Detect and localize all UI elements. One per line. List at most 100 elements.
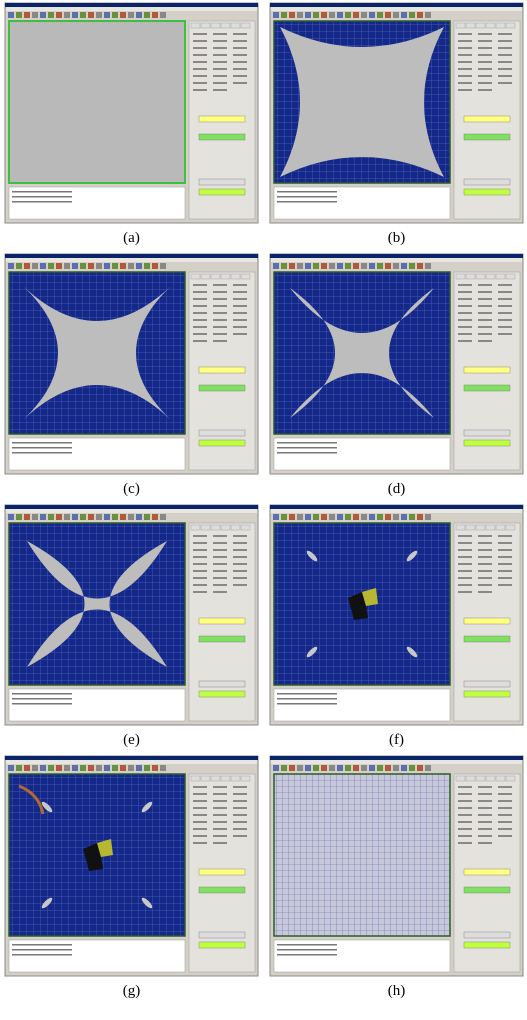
text-line (478, 54, 492, 56)
text-line (458, 33, 472, 35)
text-line (193, 298, 207, 300)
text-line (458, 591, 472, 593)
text-line (213, 82, 227, 84)
tool-icon (136, 12, 142, 18)
tool-icon (393, 12, 399, 18)
tool-icon (112, 12, 118, 18)
log-line (277, 949, 337, 951)
text-line (458, 807, 472, 809)
tool-icon (401, 12, 407, 18)
tab (240, 273, 251, 280)
text-line (193, 305, 207, 307)
text-line (213, 549, 227, 551)
tool-icon (56, 263, 62, 269)
text-line (213, 821, 227, 823)
text-line (478, 591, 492, 593)
tool-icon (88, 12, 94, 18)
tab (495, 524, 506, 531)
tool-icon (313, 765, 319, 771)
tool-icon (273, 263, 279, 269)
tool-icon (160, 514, 166, 520)
tool-icon (361, 263, 367, 269)
text-line (478, 800, 492, 802)
text-line (478, 577, 492, 579)
tab (485, 775, 496, 782)
text-line (233, 312, 247, 314)
text-line (213, 40, 227, 42)
text-line (478, 793, 492, 795)
text-line (213, 800, 227, 802)
tool-icon (88, 514, 94, 520)
text-line (458, 284, 472, 286)
text-line (193, 828, 207, 830)
tab (475, 22, 486, 29)
text-line (213, 61, 227, 63)
text-line (193, 82, 207, 84)
tool-icon (353, 765, 359, 771)
tool-icon (305, 263, 311, 269)
tab (230, 775, 241, 782)
tab (495, 273, 506, 280)
text-line (498, 793, 512, 795)
text-line (498, 542, 512, 544)
tool-icon (72, 514, 78, 520)
text-line (193, 284, 207, 286)
text-line (193, 584, 207, 586)
text-line (498, 54, 512, 56)
tab (230, 22, 241, 29)
tab (190, 524, 201, 531)
button (463, 931, 511, 939)
tool-icon (329, 12, 335, 18)
text-line (458, 842, 472, 844)
screenshot (269, 755, 524, 977)
text-line (458, 835, 472, 837)
tool-icon (48, 263, 54, 269)
text-line (498, 828, 512, 830)
tool-icon (72, 263, 78, 269)
text-line (498, 326, 512, 328)
text-line (233, 61, 247, 63)
tool-icon (16, 765, 22, 771)
text-line (193, 40, 207, 42)
tool-icon (152, 12, 158, 18)
tool-icon (313, 263, 319, 269)
text-line (498, 82, 512, 84)
tool-icon (64, 765, 70, 771)
title-bar (270, 3, 523, 7)
text-line (193, 312, 207, 314)
button (463, 429, 511, 437)
tab (220, 22, 231, 29)
text-line (233, 570, 247, 572)
tool-icon (297, 263, 303, 269)
text-line (233, 68, 247, 70)
tool-icon (48, 765, 54, 771)
text-line (213, 54, 227, 56)
tool-icon (385, 263, 391, 269)
screenshot (269, 504, 524, 726)
text-line (498, 284, 512, 286)
tool-icon (281, 12, 287, 18)
tool-icon (80, 263, 86, 269)
text-line (233, 333, 247, 335)
text-line (498, 40, 512, 42)
text-line (458, 786, 472, 788)
text-line (193, 89, 207, 91)
text-line (193, 68, 207, 70)
menu-bar (6, 509, 257, 513)
tool-icon (24, 263, 30, 269)
tool-icon (112, 765, 118, 771)
text-line (213, 556, 227, 558)
text-line (498, 33, 512, 35)
tool-icon (345, 263, 351, 269)
text-line (498, 556, 512, 558)
text-line (458, 793, 472, 795)
text-line (498, 291, 512, 293)
text-line (478, 284, 492, 286)
tool-icon (32, 514, 38, 520)
text-line (213, 68, 227, 70)
text-line (478, 340, 492, 342)
tool-icon (160, 12, 166, 18)
tab (495, 22, 506, 29)
tool-icon (353, 263, 359, 269)
text-line (213, 47, 227, 49)
